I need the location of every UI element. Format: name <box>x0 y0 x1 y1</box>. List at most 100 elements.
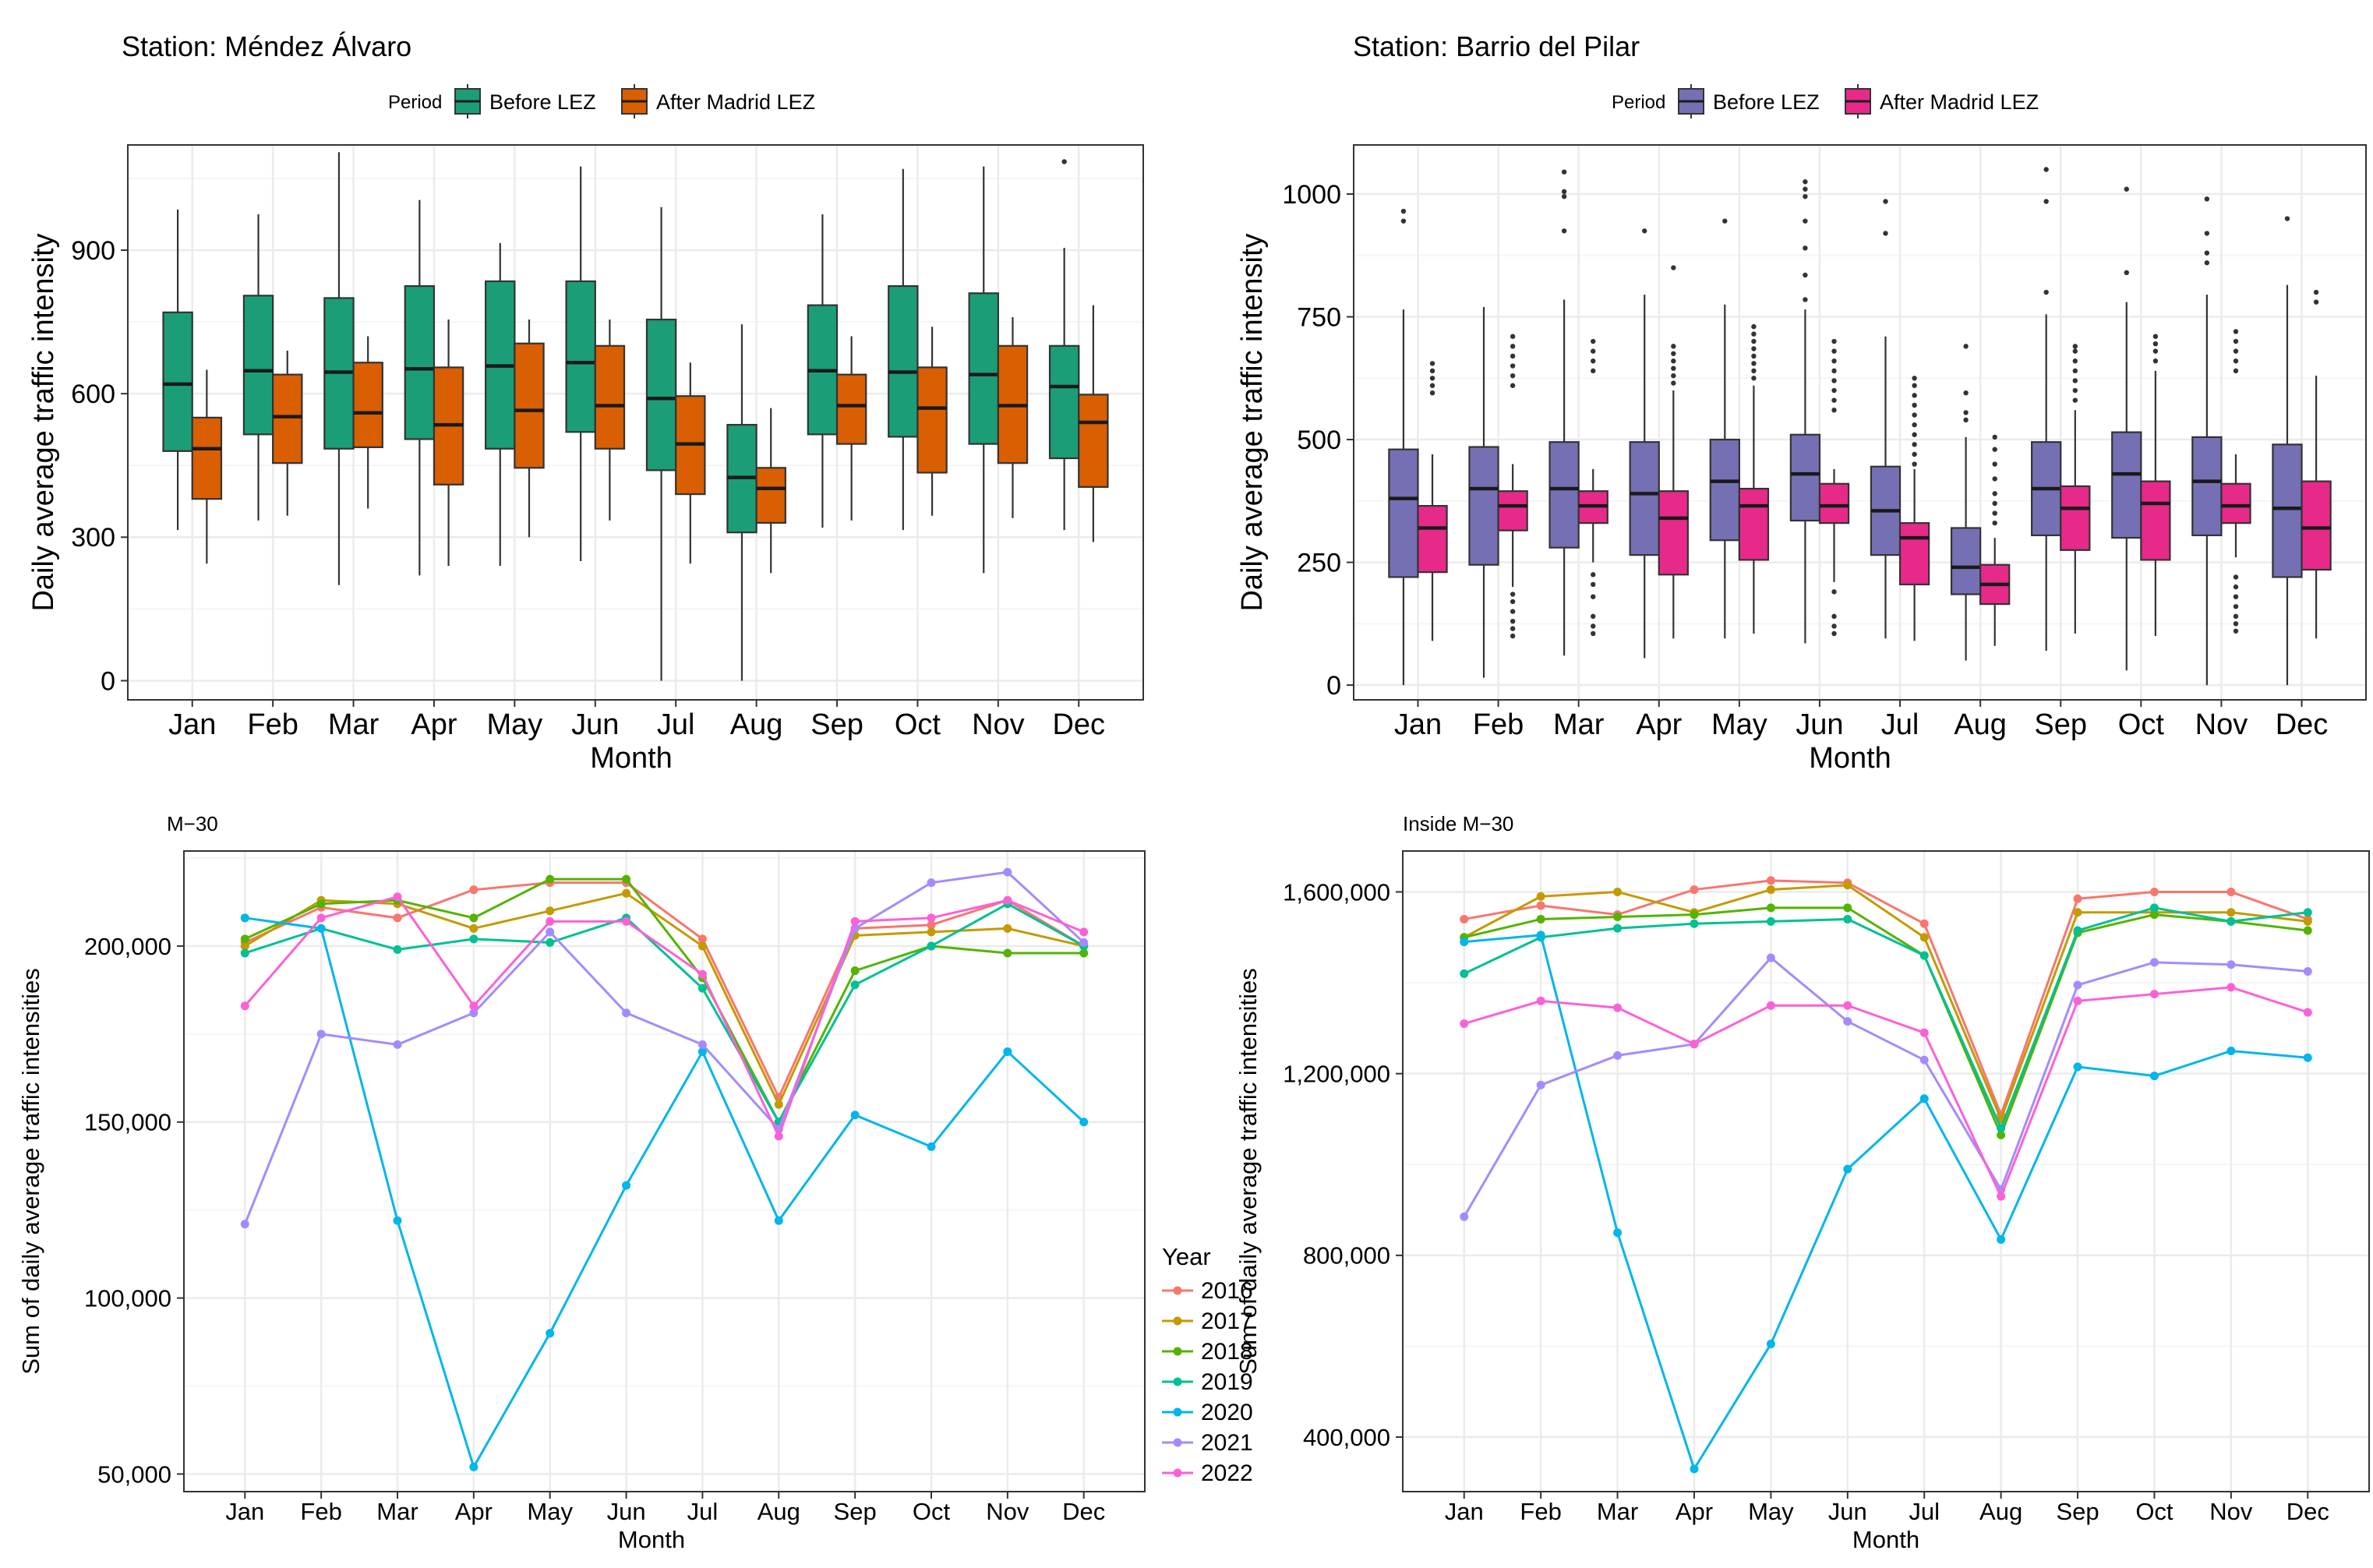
box-iqr <box>2191 436 2223 537</box>
box-before-mar <box>1548 169 1580 656</box>
data-point <box>1766 1001 1775 1010</box>
box-before-dec <box>2272 216 2303 686</box>
data-point <box>240 948 249 958</box>
box-before-oct <box>888 168 919 531</box>
box-after-jul <box>675 362 706 564</box>
x-tick-label: Oct <box>913 1498 951 1525</box>
box-outlier <box>1803 297 1808 302</box>
data-point <box>2073 980 2082 990</box>
legend-label: Before LEZ <box>489 90 596 114</box>
box-outlier <box>1591 358 1596 364</box>
box-outlier <box>1510 633 1516 639</box>
box-after-may <box>1738 323 1770 634</box>
box-outlier <box>1591 623 1596 629</box>
series-line-2020 <box>1464 934 2308 1472</box>
box-outlier <box>1912 422 1917 428</box>
data-point <box>469 1462 478 1471</box>
series-2022 <box>1460 983 2312 1201</box>
box-outlier <box>1671 265 1676 270</box>
data-point <box>2149 903 2159 913</box>
box-iqr <box>888 284 919 438</box>
box-outlier <box>2152 341 2159 347</box>
y-tick-label: 900 <box>71 236 115 266</box>
data-point <box>774 1100 783 1109</box>
box-outlier <box>1510 334 1516 339</box>
box-iqr <box>1658 490 1689 576</box>
box-outlier <box>1831 408 1837 413</box>
box-iqr <box>1388 448 1419 578</box>
x-tick-label: Sep <box>2056 1498 2099 1525</box>
series-line-2022 <box>244 895 1085 1139</box>
y-tick-label: 1,600,000 <box>1283 878 1390 906</box>
box-outlier <box>2233 329 2239 334</box>
data-point <box>1079 948 1089 958</box>
x-tick-label: Feb <box>1520 1498 1561 1525</box>
legend-label: After Madrid LEZ <box>1880 90 2039 114</box>
box-outlier <box>1963 410 1969 415</box>
box-before-feb <box>242 214 274 521</box>
data-point <box>1460 969 1469 978</box>
box-outlier <box>2072 387 2078 394</box>
data-point <box>1079 927 1089 937</box>
box-outlier <box>2124 270 2129 276</box>
box-iqr <box>835 373 867 445</box>
series-line-2021 <box>243 871 1085 1225</box>
data-point <box>1536 901 1545 910</box>
x-tick-label: Jan <box>1445 1498 1484 1525</box>
y-axis-title: Daily average traffic intensity <box>1236 233 1269 611</box>
box-outlier <box>1400 218 1407 224</box>
box-outlier <box>1883 231 1888 236</box>
y-tick-label: 500 <box>1297 426 1341 455</box>
series-line-2021 <box>1463 955 2308 1218</box>
legend-label: 2018 <box>1201 1339 1253 1365</box>
legend-key-point <box>1173 1468 1182 1478</box>
box-outlier <box>2043 167 2049 172</box>
box-outlier <box>1831 387 1837 394</box>
series-2020 <box>1460 931 2312 1474</box>
box-iqr <box>2272 443 2303 578</box>
x-tick-label: Mar <box>1553 708 1605 741</box>
box-iqr <box>2220 482 2251 524</box>
data-point <box>393 913 402 923</box>
data-point <box>850 1111 860 1120</box>
data-point <box>469 934 478 944</box>
box-outlier <box>1831 589 1837 595</box>
legend-label: After Madrid LEZ <box>656 90 815 114</box>
box-iqr <box>968 292 999 445</box>
x-tick-label: Dec <box>1062 1498 1105 1525</box>
data-point <box>2303 908 2312 917</box>
box-after-aug <box>755 408 786 574</box>
plot-border <box>1402 850 2370 1492</box>
series-line-2017 <box>244 892 1085 1107</box>
data-point <box>622 916 631 926</box>
boxplot-mendez-alvaro: 0 300 600 900 Jan Feb Mar Apr May Jun Jul Aug Sep Oct… <box>27 30 1144 775</box>
box-outlier <box>2233 594 2239 599</box>
data-point <box>2073 996 2082 1005</box>
y-axis-title: Sum of daily average traffic intensities <box>1234 968 1262 1375</box>
box-iqr <box>404 284 436 440</box>
box-outlier <box>2233 621 2239 627</box>
box-iqr <box>191 416 223 500</box>
box-before-feb <box>1468 306 1499 678</box>
data-point <box>1690 1040 1699 1049</box>
data-point <box>1843 903 1852 913</box>
box-outlier <box>2072 397 2078 403</box>
box-outlier <box>1751 376 1757 381</box>
box-outlier <box>2233 628 2239 634</box>
box-outlier <box>1510 373 1516 379</box>
x-tick-label: Apr <box>455 1498 493 1525</box>
box-outlier <box>1510 344 1516 349</box>
box-outlier <box>1561 169 1567 175</box>
legend-label: Before LEZ <box>1713 90 1820 114</box>
data-point <box>1536 931 1545 940</box>
data-point <box>850 966 860 976</box>
data-point <box>1690 1464 1699 1474</box>
box-outlier <box>1831 378 1837 383</box>
y-tick-label: 750 <box>1297 302 1341 332</box>
legend-label: 2020 <box>1201 1400 1253 1425</box>
data-point <box>546 1329 555 1338</box>
data-point <box>1613 1051 1623 1060</box>
box-outlier <box>2204 231 2210 236</box>
series-line-2022 <box>1464 986 2308 1199</box>
box-after-dec <box>2301 289 2332 639</box>
